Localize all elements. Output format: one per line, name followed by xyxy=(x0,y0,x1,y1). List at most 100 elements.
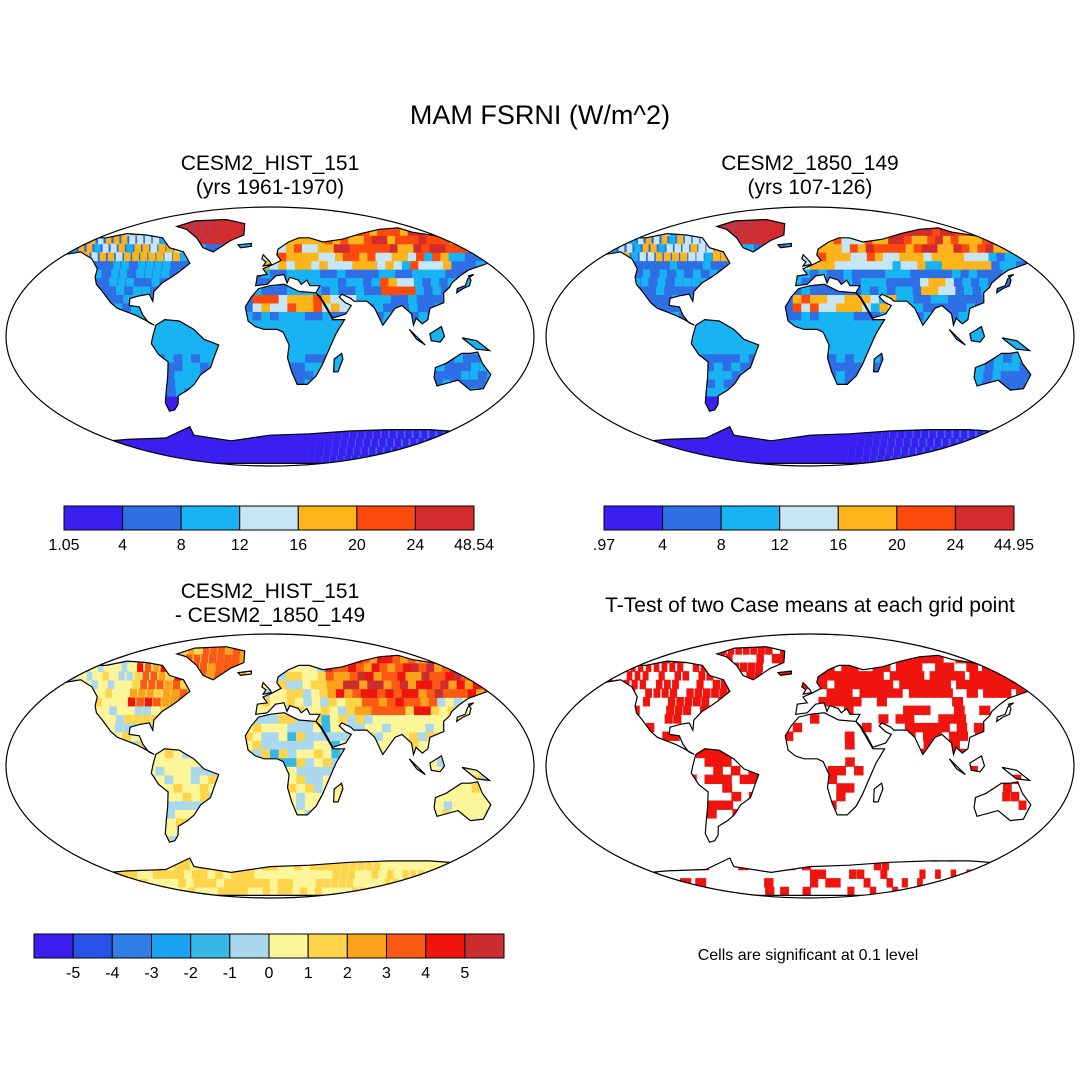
grid-cell xyxy=(476,878,480,888)
grid-cell xyxy=(871,319,882,329)
grid-cell xyxy=(818,302,829,312)
grid-cell xyxy=(374,302,385,312)
grid-cell xyxy=(956,294,968,304)
grid-cell xyxy=(580,429,592,439)
grid-cell xyxy=(827,328,838,338)
grid-cell xyxy=(757,219,765,228)
grid-cell xyxy=(810,446,819,456)
grid-cell xyxy=(210,886,220,896)
coastline-madagascar xyxy=(872,352,884,373)
grid-cell xyxy=(708,438,720,448)
grid-cell xyxy=(243,311,254,321)
grid-cell xyxy=(347,294,358,304)
grid-cell xyxy=(883,251,894,262)
grid-cell xyxy=(40,260,46,270)
grid-cell xyxy=(485,429,490,439)
grid-cell xyxy=(713,328,723,338)
grid-cell xyxy=(888,234,899,245)
grid-cell xyxy=(135,886,148,896)
grid-cell xyxy=(755,234,763,245)
grid-cell xyxy=(844,361,855,372)
grid-cell xyxy=(835,294,846,304)
grid-cell xyxy=(40,412,44,422)
grid-cell xyxy=(302,251,313,262)
grid-cell xyxy=(695,344,706,355)
grid-cell xyxy=(277,869,287,879)
grid-cell xyxy=(384,226,396,236)
grid-cell xyxy=(261,705,271,716)
grid-cell xyxy=(301,243,312,253)
grid-cell xyxy=(46,243,52,253)
grid-cell xyxy=(722,429,733,439)
grid-cell xyxy=(438,446,443,456)
grid-cell xyxy=(293,869,302,879)
grid-cell xyxy=(664,285,673,295)
grid-cell xyxy=(600,219,605,228)
grid-cell xyxy=(741,226,749,236)
grid-cell xyxy=(836,328,846,338)
grid-cell xyxy=(54,243,60,253)
grid-cell xyxy=(42,852,56,862)
grid-cell xyxy=(999,378,1008,389)
grid-cell xyxy=(896,294,907,304)
grid-cell xyxy=(231,226,240,236)
grid-cell xyxy=(950,260,962,270)
grid-cell xyxy=(1011,219,1025,228)
grid-cell xyxy=(935,438,941,448)
grid-cell xyxy=(107,285,116,295)
grid-cell xyxy=(945,429,952,439)
grid-cell xyxy=(687,446,699,456)
grid-cell xyxy=(60,886,75,896)
grid-cell xyxy=(191,869,202,879)
grid-cell xyxy=(402,438,409,448)
grid-cell xyxy=(979,277,991,287)
grid-cell xyxy=(586,243,592,253)
grid-cell xyxy=(722,353,733,363)
grid-cell xyxy=(363,234,375,245)
grid-cell xyxy=(383,740,394,750)
grid-cell xyxy=(449,219,463,228)
grid-cell xyxy=(113,886,126,896)
grid-cell xyxy=(580,260,586,270)
grid-cell xyxy=(461,446,466,456)
grid-cell xyxy=(567,252,572,261)
grid-cell xyxy=(216,226,224,236)
grid-cell xyxy=(312,705,323,716)
grid-cell xyxy=(199,438,210,448)
grid-cell xyxy=(434,219,447,228)
grid-cell xyxy=(580,412,584,422)
grid-cell xyxy=(1005,234,1019,245)
grid-cell xyxy=(78,446,92,456)
grid-cell xyxy=(484,843,490,854)
grid-cell xyxy=(974,234,987,245)
grid-cell xyxy=(321,285,332,295)
grid-cell xyxy=(19,269,25,278)
coastline-greenland xyxy=(714,218,786,253)
grid-cell xyxy=(292,886,300,896)
grid-cell xyxy=(191,783,201,793)
coastlines xyxy=(39,218,524,464)
grid-cell xyxy=(377,446,383,456)
grid-cell xyxy=(1017,243,1030,253)
grid-cell xyxy=(608,454,622,464)
grid-cell xyxy=(1026,454,1030,464)
grid-cell xyxy=(432,714,444,724)
grid-cell xyxy=(397,860,404,871)
grid-cell xyxy=(303,268,314,279)
grid-cell xyxy=(481,438,485,448)
grid-cell xyxy=(942,438,949,448)
grid-cell xyxy=(408,722,419,733)
grid-cell xyxy=(102,697,111,707)
grid-cell xyxy=(373,429,381,439)
grid-cell xyxy=(296,336,306,346)
grid-cell xyxy=(325,860,334,871)
grid-cell xyxy=(23,260,29,269)
grid-cell xyxy=(426,454,431,464)
grid-cell xyxy=(54,429,68,439)
grid-cell xyxy=(322,748,333,759)
grid-cell xyxy=(164,353,175,363)
grid-cell xyxy=(588,226,592,236)
coastline-indonesia xyxy=(408,328,426,346)
grid-cell xyxy=(653,260,661,270)
grid-cell xyxy=(318,251,329,262)
